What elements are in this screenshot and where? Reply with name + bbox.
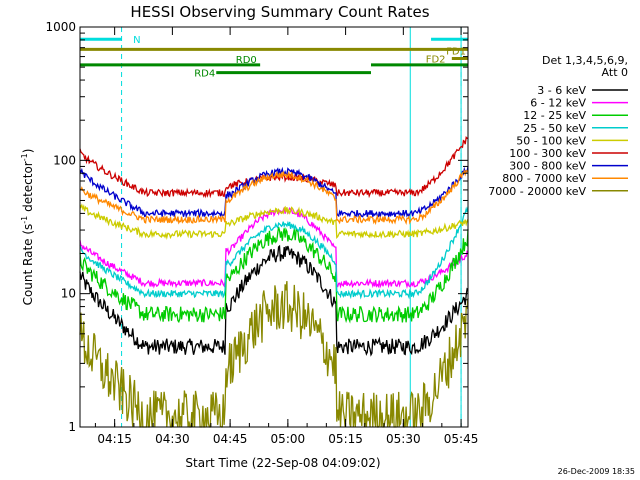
plot-frame (79, 26, 469, 428)
legend-label-5: 100 - 300 keV (509, 147, 586, 160)
series-line-3 (79, 206, 469, 300)
legend-label-8: 7000 - 20000 keV (488, 185, 586, 198)
x-axis-label: Start Time (22-Sep-08 04:09:02) (185, 456, 380, 470)
series-line-6 (79, 166, 469, 219)
y-tick-label: 10 (61, 287, 76, 301)
y-tick-label: 1 (68, 420, 76, 434)
legend-label-3: 25 - 50 keV (523, 122, 586, 135)
x-axis: 04:15 04:30 04:45 05:00 05:15 05:30 05:45 (94, 27, 479, 446)
timestamp: 26-Dec-2009 18:35 (558, 467, 635, 476)
legend-label-0: 3 - 6 keV (537, 84, 586, 97)
legend-label-1: 6 - 12 keV (530, 97, 586, 110)
legend-label-6: 300 - 800 keV (509, 160, 586, 173)
x-tick-label: 05:30 (386, 432, 421, 446)
x-tick-label: 04:30 (155, 432, 190, 446)
state-bar-label-rd0: RD0 (236, 55, 257, 66)
chart-title: HESSI Observing Summary Count Rates (130, 3, 429, 21)
legend-label-2: 12 - 25 keV (523, 109, 586, 122)
y-axis: 1 10 100 1000 (45, 20, 468, 434)
state-bar-label-rd4: RD4 (194, 69, 215, 80)
x-tick-label: 05:45 (444, 432, 479, 446)
y-tick-label: 100 (53, 153, 76, 167)
legend-header-line2: Att 0 (602, 66, 628, 79)
state-bar-label-fd2: FD2 (426, 55, 446, 66)
y-axis-label: Count Rate (s-1 detector-1) (20, 149, 35, 306)
legend-header-line1: Det 1,3,4,5,6,9, (542, 54, 628, 67)
state-bar-label-n: N (133, 35, 140, 46)
x-tick-label: 04:45 (213, 432, 248, 446)
series-line-2 (79, 226, 469, 324)
x-tick-label: 04:15 (97, 432, 132, 446)
state-bar-label-fd1: FD1 (446, 46, 466, 57)
series-line-4 (79, 203, 469, 240)
x-tick-label: 05:15 (328, 432, 363, 446)
series-line-7 (79, 169, 469, 226)
legend-label-4: 50 - 100 keV (516, 134, 586, 147)
series-line-0 (79, 244, 469, 357)
y-tick-label: 1000 (45, 20, 76, 34)
x-tick-label: 05:00 (271, 432, 306, 446)
legend-label-7: 800 - 7000 keV (502, 172, 586, 185)
series-line-1 (79, 206, 469, 289)
